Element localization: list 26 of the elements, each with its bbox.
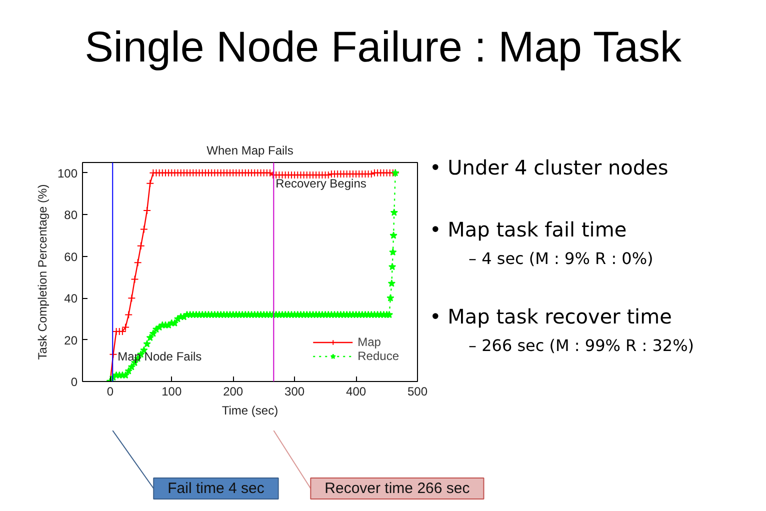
text: • Map task fail time [430, 218, 627, 242]
legend-label: Map [358, 335, 381, 349]
y-tick-label: 40 [64, 292, 78, 306]
y-tick-label: 60 [64, 250, 78, 264]
chart-subtitle: When Map Fails [206, 144, 294, 158]
y-tick-label: 20 [64, 333, 78, 348]
chart-title: Single Node Failure : Map Task [84, 24, 682, 72]
text: Recover time 266 sec [324, 480, 470, 497]
y-tick-label: 0 [70, 375, 78, 389]
x-axis-title: Time (sec) [222, 404, 278, 418]
text: – 4 sec (M : 9% R : 0%) [468, 249, 654, 268]
y-tick-label: 80 [64, 208, 78, 222]
x-tick-label: 400 [346, 384, 366, 398]
x-tick-label: 0 [106, 384, 114, 398]
x-tick-label: 200 [223, 384, 244, 398]
legend-label: Reduce [358, 349, 399, 363]
x-tick-label: 300 [284, 384, 305, 398]
ref-line-label: Recovery Begins [276, 176, 366, 190]
y-axis-title: Task Completion Percentage (%) [35, 184, 50, 360]
text: • Map task recover time [430, 304, 672, 328]
y-tick-label: 100 [57, 166, 78, 180]
x-tick-label: 100 [162, 384, 182, 398]
text: – 266 sec (M : 99% R : 32%) [468, 336, 694, 355]
x-tick-label: 500 [407, 384, 428, 398]
text: Fail time 4 sec [168, 480, 265, 497]
text: • Under 4 cluster nodes [430, 156, 668, 180]
